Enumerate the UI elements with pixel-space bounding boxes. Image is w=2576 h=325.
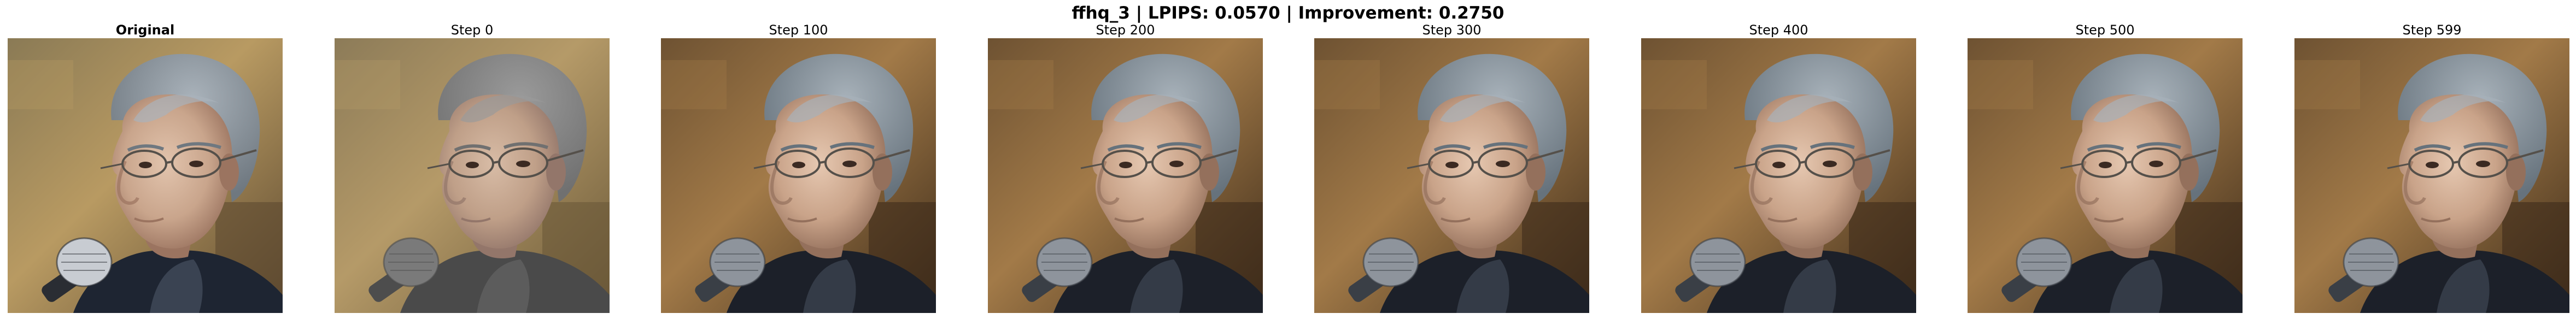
- panel-3: Step 100: [661, 22, 936, 313]
- figure-title: ffhq_3 | LPIPS: 0.0570 | Improvement: 0.…: [1072, 3, 1504, 23]
- face-photo-step-200: [988, 38, 1263, 313]
- panel-label: Step 100: [769, 22, 828, 38]
- panel-label: Original: [115, 22, 175, 38]
- face-photo-step-0: [335, 38, 610, 313]
- panel-1: Original: [8, 22, 283, 313]
- panel-8: Step 599: [2294, 22, 2569, 313]
- panel-label: Step 500: [2075, 22, 2135, 38]
- face-photo-original: [8, 38, 283, 313]
- panel-label: Step 200: [1096, 22, 1155, 38]
- panel-2: Step 0: [335, 22, 610, 313]
- face-photo-step-100: [661, 38, 936, 313]
- face-photo-step-400: [1641, 38, 1916, 313]
- face-photo-step-599: [2294, 38, 2569, 313]
- panel-label: Step 300: [1422, 22, 1482, 38]
- panel-6: Step 400: [1641, 22, 1916, 313]
- face-photo-step-300: [1314, 38, 1589, 313]
- panel-label: Step 599: [2402, 22, 2462, 38]
- panel-4: Step 200: [988, 22, 1263, 313]
- panel-label: Step 0: [450, 22, 494, 38]
- panel-7: Step 500: [1968, 22, 2243, 313]
- face-photo-step-500: [1968, 38, 2243, 313]
- panel-5: Step 300: [1314, 22, 1589, 313]
- panel-label: Step 400: [1749, 22, 1808, 38]
